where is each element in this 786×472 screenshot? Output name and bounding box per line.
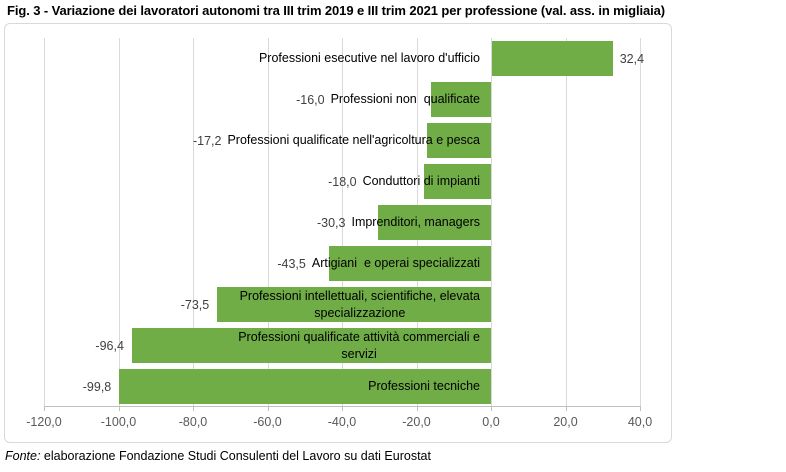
gridline (640, 38, 641, 406)
bar-chart: -120,0 -100,0 -80,0 -60,0 -40,0 -20,0 0,0 20,0 4… (4, 23, 672, 443)
bar-value-label: -30,3 (316, 215, 346, 230)
bar-category-label: Professioni non qualificate (331, 79, 480, 120)
source-prefix: Fonte: (5, 449, 41, 463)
axis-tick-mark (193, 406, 194, 411)
gridline (118, 38, 120, 406)
bar-category-label: Professioni qualificate attività commerc… (238, 325, 480, 366)
bar-value-label: -99,8 (82, 379, 112, 394)
x-axis-tick-label: 0,0 (482, 415, 500, 429)
gridline (342, 38, 343, 406)
source-text: elaborazione Fondazione Studi Consulenti… (40, 449, 431, 463)
axis-tick-mark (491, 406, 492, 411)
source-note: Fonte: elaborazione Fondazione Studi Con… (5, 449, 431, 463)
bar (431, 82, 491, 117)
bar (423, 164, 491, 199)
gridline (267, 38, 269, 406)
bar-category-label-text: Professioni qualificate nell'agricoltura… (227, 133, 480, 148)
gridline (44, 38, 45, 406)
axis-tick-mark (118, 406, 120, 411)
gridline (565, 38, 567, 406)
bar-category-label: Conduttori di impianti (363, 161, 480, 202)
bar-category-label: Artigiani e operai specializzati (312, 243, 480, 284)
figure-title: Fig. 3 - Variazione dei lavoratori auton… (7, 3, 666, 18)
bar-category-label: Imprenditori, managers (351, 202, 480, 243)
bar (131, 328, 491, 363)
bar-category-label-text: Professioni qualificate attività commerc… (238, 330, 480, 361)
bar-category-label-text: Conduttori di impianti (362, 174, 480, 189)
x-axis-line (44, 406, 640, 407)
axis-tick-mark (565, 406, 567, 411)
bar (492, 41, 613, 76)
bar (378, 205, 491, 240)
bar-value-label: -96,4 (95, 338, 124, 353)
x-axis-tick-label: -100,0 (100, 415, 137, 429)
bar (426, 123, 491, 158)
axis-tick-mark (267, 406, 269, 411)
bar-category-label-text: Professioni esecutive nel lavoro d'uffic… (258, 51, 480, 66)
x-axis-tick-label: -40,0 (327, 415, 357, 429)
bar-category-label-text: Professioni tecniche (368, 379, 480, 394)
bar-value-label: -18,0 (328, 174, 357, 189)
x-axis-tick-label: -120,0 (26, 415, 62, 429)
bar-value-label: -17,2 (192, 133, 222, 148)
bar-category-label: Professioni intellettuali, scientifiche,… (240, 284, 480, 325)
bar-category-label: Professioni esecutive nel lavoro d'uffic… (259, 38, 480, 79)
bar-value-label: -16,0 (296, 92, 325, 107)
axis-tick-mark (640, 406, 641, 411)
bar-value-label: 32,4 (619, 51, 645, 66)
x-axis-tick-label: -20,0 (402, 415, 431, 429)
bar (119, 369, 491, 404)
x-axis-tick-label: 20,0 (553, 415, 578, 429)
axis-tick-mark (44, 406, 45, 411)
bar-category-label-text: Artigiani e operai specializzati (311, 256, 480, 271)
bar-category-label: Professioni qualificate nell'agricoltura… (227, 120, 480, 161)
gridline (491, 38, 492, 406)
bar-value-label: -73,5 (180, 297, 210, 312)
bar-value-label: -43,5 (277, 256, 306, 271)
gridline (193, 38, 194, 406)
axis-tick-mark (416, 406, 418, 411)
x-axis-tick-label: -60,0 (253, 415, 282, 429)
bar (217, 287, 491, 322)
x-axis-tick-label: -80,0 (178, 415, 208, 429)
bar-category-label-text: Professioni non qualificate (330, 92, 480, 107)
bar-category-label: Professioni tecniche (368, 366, 480, 407)
bar-category-label-text: Imprenditori, managers (351, 215, 480, 230)
bar-category-label-text: Professioni intellettuali, scientifiche,… (239, 289, 480, 320)
x-axis-tick-label: 40,0 (627, 415, 653, 429)
bar (328, 246, 491, 281)
axis-tick-mark (342, 406, 343, 411)
